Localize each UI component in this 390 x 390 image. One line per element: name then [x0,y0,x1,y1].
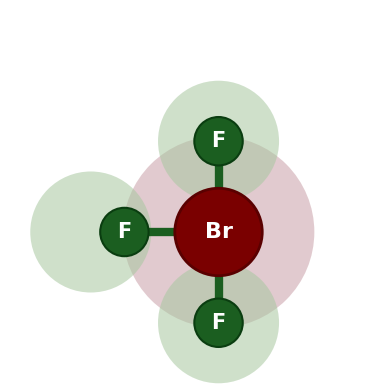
Circle shape [123,136,314,328]
Text: Br: Br [204,222,232,242]
Circle shape [194,299,243,347]
Circle shape [175,188,262,276]
Circle shape [30,172,151,292]
Text: F: F [211,313,226,333]
Text: F: F [117,222,131,242]
Circle shape [194,117,243,165]
Circle shape [158,262,279,383]
Circle shape [158,81,279,202]
Text: F: F [211,131,226,151]
Circle shape [100,208,149,256]
Text: Is BrF₃ polar or nonpolar? - Polarity of BrF₃: Is BrF₃ polar or nonpolar? - Polarity of… [4,20,390,34]
